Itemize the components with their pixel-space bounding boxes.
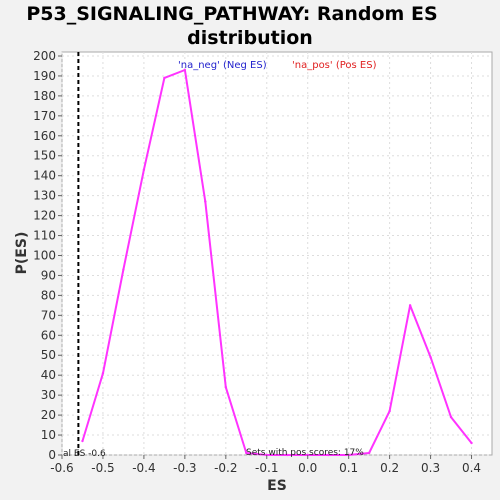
- legend-entry-neg: 'na_neg' (Neg ES): [178, 60, 267, 71]
- data-point: [408, 304, 412, 307]
- plot-area: [61, 51, 493, 456]
- y-tick-label: 110: [33, 229, 56, 243]
- data-point: [429, 356, 432, 359]
- actual-es-label: al ES -0.6: [63, 449, 106, 459]
- chart-title-line-1: P53_SIGNALING_PATHWAY: Random ES: [26, 3, 437, 25]
- x-tick-label: 0.0: [298, 461, 317, 475]
- y-tick-label: 160: [33, 129, 56, 143]
- x-tick-label: -0.4: [132, 461, 155, 475]
- data-point: [81, 439, 84, 443]
- y-tick-label: 40: [41, 368, 56, 382]
- y-tick-label: 100: [33, 248, 56, 262]
- data-point: [142, 168, 146, 171]
- x-tick-label: 0.3: [421, 461, 440, 475]
- data-point: [163, 76, 166, 80]
- data-point: [470, 441, 473, 445]
- x-tick-label: -0.5: [91, 461, 114, 475]
- y-axis-ticks: 0 10 20 30 40 50 60 70 80 90 100 110 120 130 140 150 160…: [33, 49, 62, 462]
- pos-scores-label: Sets with pos scores: 17%: [246, 448, 364, 458]
- data-point: [367, 451, 371, 455]
- y-tick-label: 150: [33, 149, 56, 163]
- y-tick-label: 70: [41, 308, 56, 322]
- x-tick-label: 0.4: [462, 461, 481, 475]
- y-tick-label: 200: [33, 49, 56, 63]
- x-tick-label: -0.3: [173, 461, 196, 475]
- y-tick-label: 170: [33, 109, 56, 123]
- y-tick-label: 120: [33, 209, 56, 223]
- chart-title-line-2: distribution: [187, 27, 313, 49]
- legend-entry-pos: 'na_pos' (Pos ES): [292, 60, 377, 71]
- y-tick-label: 90: [41, 268, 56, 282]
- y-tick-label: 130: [33, 189, 56, 203]
- data-point: [388, 409, 391, 413]
- y-tick-label: 50: [41, 348, 56, 362]
- x-axis-label: ES: [267, 478, 287, 494]
- y-tick-label: 140: [33, 169, 56, 183]
- data-point: [122, 268, 125, 271]
- y-tick-label: 80: [41, 288, 56, 302]
- y-axis-label: P(ES): [14, 232, 30, 275]
- es-distribution-line: [81, 69, 473, 456]
- x-tick-label: -0.2: [214, 461, 237, 475]
- x-tick-label: -0.1: [255, 461, 278, 475]
- data-point: [183, 68, 187, 72]
- y-tick-label: 180: [33, 89, 56, 103]
- data-point: [224, 385, 228, 389]
- x-tick-label: 0.2: [380, 461, 399, 475]
- data-point: [326, 453, 330, 457]
- data-point: [449, 415, 453, 419]
- y-tick-label: 10: [41, 428, 56, 442]
- data-point: [245, 451, 248, 455]
- y-tick-label: 60: [41, 328, 56, 342]
- y-tick-label: 30: [41, 388, 56, 402]
- x-axis-ticks: -0.6 -0.5 -0.4 -0.3 -0.2 -0.1 0.0 0.1 0.2 0.3 0.4: [50, 455, 481, 475]
- y-tick-label: 190: [33, 69, 56, 83]
- x-tick-label: -0.6: [50, 461, 73, 475]
- x-tick-label: 0.1: [339, 461, 358, 475]
- data-point: [101, 372, 105, 375]
- data-point: [204, 200, 207, 203]
- y-tick-label: 0: [48, 448, 56, 462]
- data-point: [286, 453, 289, 457]
- y-tick-label: 20: [41, 408, 56, 422]
